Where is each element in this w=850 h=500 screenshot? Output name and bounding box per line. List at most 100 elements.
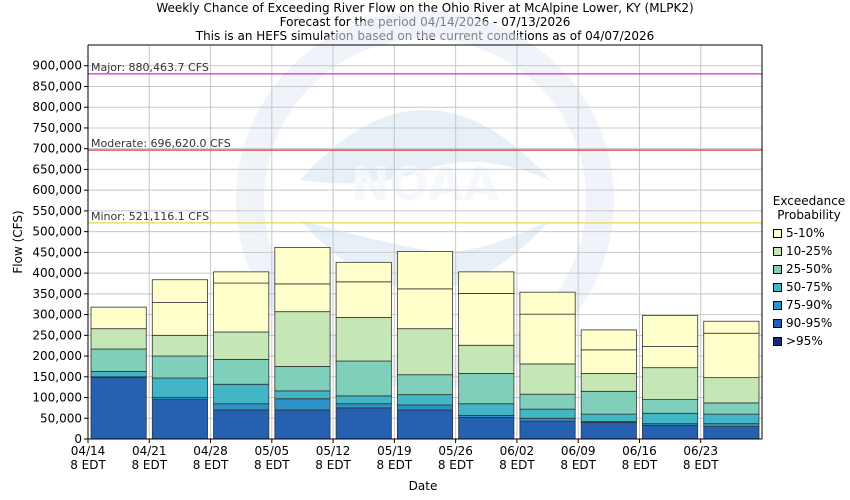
bar-segment-top xyxy=(642,315,699,347)
bar-segment-top xyxy=(458,271,515,294)
bar-segment xyxy=(580,349,637,374)
x-tick-label-date: 05/26 xyxy=(438,444,473,458)
bar-segment xyxy=(458,417,515,440)
bar-segment xyxy=(580,413,637,422)
x-tick-label-date: 06/23 xyxy=(683,444,718,458)
legend-label: 50-75% xyxy=(786,280,833,294)
y-tick-label: 200,000 xyxy=(32,349,82,363)
legend-label: 10-25% xyxy=(786,244,833,258)
bar-segment xyxy=(519,417,576,422)
bar-segment xyxy=(213,409,270,440)
x-tick-label-tz: 8 EDT xyxy=(499,458,535,472)
y-tick-label: 850,000 xyxy=(32,79,82,93)
bar-segment xyxy=(396,409,454,440)
noaa-watermark-text: NOAA xyxy=(351,157,499,211)
legend-label: 75-90% xyxy=(786,298,833,312)
y-tick-label: 350,000 xyxy=(32,287,82,301)
y-tick-label: 400,000 xyxy=(32,266,82,280)
threshold-label: Major: 880,463.7 CFS xyxy=(91,61,209,74)
bar-segment xyxy=(396,328,454,376)
x-tick-label-tz: 8 EDT xyxy=(70,458,106,472)
bar-segment xyxy=(274,311,331,367)
x-axis-label: Date xyxy=(409,479,438,493)
bar-segment xyxy=(90,328,147,350)
bar-segment xyxy=(642,412,699,425)
bar-segment xyxy=(274,398,331,411)
bar-segment xyxy=(213,403,270,411)
x-tick-label-tz: 8 EDT xyxy=(377,458,413,472)
y-tick-label: 700,000 xyxy=(32,142,82,156)
legend-label: 90-95% xyxy=(786,316,833,330)
bar-segment xyxy=(274,366,331,392)
bar-segment xyxy=(274,390,331,400)
legend-title-line1: Exceedance xyxy=(772,194,846,208)
bar-segment xyxy=(213,383,270,405)
bar-segment xyxy=(274,409,331,440)
bar-segment xyxy=(580,422,637,440)
bar-segment xyxy=(458,373,515,405)
bar-segment-top xyxy=(703,320,760,334)
bar-segment xyxy=(335,407,392,440)
bar-segment xyxy=(703,423,760,427)
bar-segment xyxy=(274,283,331,313)
bar-segment xyxy=(458,293,515,346)
y-tick-label: 550,000 xyxy=(32,204,82,218)
bar-segment xyxy=(151,334,208,357)
bar-segment xyxy=(642,367,699,400)
legend-swatch xyxy=(773,228,782,238)
bar-segment-top xyxy=(335,261,392,283)
legend-item: 10-25% xyxy=(773,244,832,258)
legend-swatch xyxy=(773,246,782,256)
bar-segment xyxy=(90,377,147,440)
legend-item: 25-50% xyxy=(773,262,832,276)
legend-label: 25-50% xyxy=(786,262,833,276)
legend-title-line2: Probability xyxy=(777,208,841,222)
bar-segment xyxy=(703,377,760,404)
threshold-label: Moderate: 696,620.0 CFS xyxy=(91,137,231,150)
y-tick-label: 800,000 xyxy=(32,100,82,114)
bar-segment xyxy=(213,331,270,360)
bar-segment xyxy=(90,370,147,378)
legend-swatch xyxy=(773,318,782,328)
bar-segment xyxy=(580,390,637,415)
bar-segment xyxy=(642,424,699,440)
x-tick-label-date: 05/19 xyxy=(377,444,412,458)
bar-segment xyxy=(90,306,147,330)
bar-segment xyxy=(213,282,270,333)
x-tick-label-tz: 8 EDT xyxy=(622,458,658,472)
bar-segment xyxy=(335,395,392,405)
bar-segment xyxy=(335,360,392,397)
bar-segment xyxy=(90,348,147,372)
y-tick-label: 0 xyxy=(74,432,82,446)
x-tick-label-tz: 8 EDT xyxy=(193,458,229,472)
legend-swatch xyxy=(773,264,782,274)
x-tick-label-date: 04/14 xyxy=(71,444,106,458)
bar-segment xyxy=(642,399,699,414)
bar-segment xyxy=(151,399,208,440)
bar-segment xyxy=(642,346,699,369)
x-tick-label-date: 05/05 xyxy=(255,444,290,458)
legend-item: >95% xyxy=(773,334,823,348)
bar-segment xyxy=(151,302,208,336)
legend-item: 75-90% xyxy=(773,298,832,312)
bar-segment xyxy=(151,377,208,398)
bar-segment xyxy=(458,403,515,416)
x-tick-label-date: 06/16 xyxy=(622,444,657,458)
bar-segment xyxy=(396,404,454,411)
bar-segment xyxy=(213,358,270,385)
bar-segment xyxy=(519,393,576,410)
legend-label: 5-10% xyxy=(786,226,825,240)
legend-item: 5-10% xyxy=(773,226,825,240)
bar-segment xyxy=(703,402,760,415)
x-tick-label-date: 05/12 xyxy=(316,444,351,458)
x-tick-label-date: 04/21 xyxy=(132,444,167,458)
bar-segment xyxy=(396,374,454,396)
y-tick-label: 450,000 xyxy=(32,245,82,259)
bar-segment xyxy=(519,408,576,419)
x-tick-label-tz: 8 EDT xyxy=(315,458,351,472)
bar-segment xyxy=(703,426,760,440)
y-tick-label: 650,000 xyxy=(32,162,82,176)
bar-segment xyxy=(703,332,760,379)
bar-segment-top xyxy=(151,279,208,303)
